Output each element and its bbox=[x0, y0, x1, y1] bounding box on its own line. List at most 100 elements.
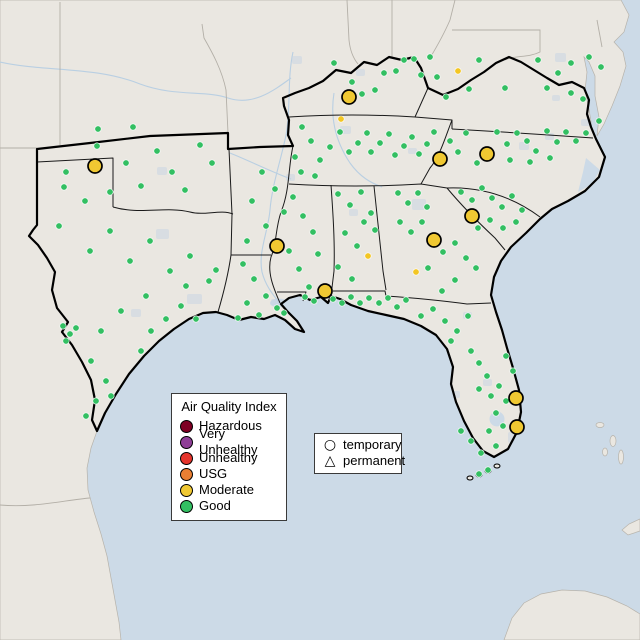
station-marker[interactable] bbox=[380, 69, 388, 77]
station-marker[interactable] bbox=[234, 314, 242, 322]
station-marker[interactable] bbox=[423, 203, 431, 211]
station-marker[interactable] bbox=[239, 260, 247, 268]
station-marker[interactable] bbox=[285, 247, 293, 255]
station-marker[interactable] bbox=[454, 67, 462, 75]
station-marker[interactable] bbox=[457, 188, 465, 196]
station-marker[interactable] bbox=[310, 297, 318, 305]
station-marker[interactable] bbox=[486, 216, 494, 224]
station-marker[interactable] bbox=[454, 148, 462, 156]
station-marker[interactable] bbox=[392, 67, 400, 75]
station-marker[interactable] bbox=[472, 264, 480, 272]
station-marker[interactable] bbox=[509, 367, 517, 375]
station-marker[interactable] bbox=[430, 128, 438, 136]
station-marker[interactable] bbox=[567, 89, 575, 97]
station-marker[interactable] bbox=[523, 137, 531, 145]
station-marker[interactable] bbox=[269, 238, 285, 254]
station-marker[interactable] bbox=[438, 287, 446, 295]
station-marker[interactable] bbox=[467, 437, 475, 445]
station-marker[interactable] bbox=[106, 188, 114, 196]
station-marker[interactable] bbox=[182, 282, 190, 290]
station-marker[interactable] bbox=[423, 140, 431, 148]
station-marker[interactable] bbox=[492, 442, 500, 450]
station-marker[interactable] bbox=[258, 168, 266, 176]
station-marker[interactable] bbox=[474, 224, 482, 232]
station-marker[interactable] bbox=[404, 199, 412, 207]
station-marker[interactable] bbox=[499, 422, 507, 430]
station-marker[interactable] bbox=[464, 208, 480, 224]
station-marker[interactable] bbox=[429, 305, 437, 313]
station-marker[interactable] bbox=[376, 139, 384, 147]
station-marker[interactable] bbox=[579, 95, 587, 103]
station-marker[interactable] bbox=[582, 129, 590, 137]
station-marker[interactable] bbox=[262, 222, 270, 230]
station-marker[interactable] bbox=[192, 315, 200, 323]
station-marker[interactable] bbox=[585, 53, 593, 61]
station-marker[interactable] bbox=[462, 129, 470, 137]
station-marker[interactable] bbox=[97, 327, 105, 335]
station-marker[interactable] bbox=[475, 385, 483, 393]
station-marker[interactable] bbox=[354, 139, 362, 147]
station-marker[interactable] bbox=[475, 470, 483, 478]
station-marker[interactable] bbox=[93, 142, 101, 150]
station-marker[interactable] bbox=[166, 267, 174, 275]
station-marker[interactable] bbox=[364, 252, 372, 260]
station-marker[interactable] bbox=[467, 347, 475, 355]
station-marker[interactable] bbox=[347, 293, 355, 301]
station-marker[interactable] bbox=[485, 427, 493, 435]
station-marker[interactable] bbox=[146, 237, 154, 245]
station-marker[interactable] bbox=[554, 69, 562, 77]
station-marker[interactable] bbox=[338, 299, 346, 307]
station-marker[interactable] bbox=[337, 115, 345, 123]
station-marker[interactable] bbox=[410, 55, 418, 63]
station-marker[interactable] bbox=[502, 352, 510, 360]
station-marker[interactable] bbox=[451, 239, 459, 247]
station-marker[interactable] bbox=[243, 237, 251, 245]
station-marker[interactable] bbox=[212, 266, 220, 274]
station-marker[interactable] bbox=[503, 140, 511, 148]
station-marker[interactable] bbox=[439, 248, 447, 256]
station-marker[interactable] bbox=[407, 228, 415, 236]
station-marker[interactable] bbox=[311, 172, 319, 180]
station-marker[interactable] bbox=[543, 84, 551, 92]
station-marker[interactable] bbox=[137, 182, 145, 190]
station-marker[interactable] bbox=[546, 154, 554, 162]
station-marker[interactable] bbox=[412, 268, 420, 276]
station-marker[interactable] bbox=[483, 372, 491, 380]
station-marker[interactable] bbox=[291, 153, 299, 161]
station-marker[interactable] bbox=[446, 137, 454, 145]
station-marker[interactable] bbox=[280, 208, 288, 216]
station-marker[interactable] bbox=[597, 63, 605, 71]
station-marker[interactable] bbox=[418, 218, 426, 226]
station-marker[interactable] bbox=[117, 307, 125, 315]
station-marker[interactable] bbox=[475, 56, 483, 64]
station-marker[interactable] bbox=[297, 168, 305, 176]
station-marker[interactable] bbox=[453, 327, 461, 335]
station-marker[interactable] bbox=[248, 197, 256, 205]
station-marker[interactable] bbox=[196, 141, 204, 149]
station-marker[interactable] bbox=[415, 150, 423, 158]
station-marker[interactable] bbox=[262, 292, 270, 300]
station-marker[interactable] bbox=[513, 129, 521, 137]
station-marker[interactable] bbox=[367, 148, 375, 156]
station-marker[interactable] bbox=[478, 184, 486, 192]
station-marker[interactable] bbox=[162, 315, 170, 323]
station-marker[interactable] bbox=[153, 147, 161, 155]
station-marker[interactable] bbox=[87, 158, 103, 174]
station-marker[interactable] bbox=[464, 312, 472, 320]
station-marker[interactable] bbox=[345, 148, 353, 156]
station-marker[interactable] bbox=[492, 409, 500, 417]
station-marker[interactable] bbox=[488, 194, 496, 202]
station-marker[interactable] bbox=[62, 168, 70, 176]
station-marker[interactable] bbox=[442, 93, 450, 101]
station-marker[interactable] bbox=[424, 264, 432, 272]
station-marker[interactable] bbox=[280, 309, 288, 317]
station-marker[interactable] bbox=[336, 128, 344, 136]
station-marker[interactable] bbox=[509, 419, 525, 435]
station-marker[interactable] bbox=[305, 283, 313, 291]
station-marker[interactable] bbox=[309, 228, 317, 236]
station-marker[interactable] bbox=[168, 168, 176, 176]
station-marker[interactable] bbox=[534, 56, 542, 64]
station-marker[interactable] bbox=[334, 190, 342, 198]
station-marker[interactable] bbox=[432, 151, 448, 167]
station-marker[interactable] bbox=[365, 294, 373, 302]
